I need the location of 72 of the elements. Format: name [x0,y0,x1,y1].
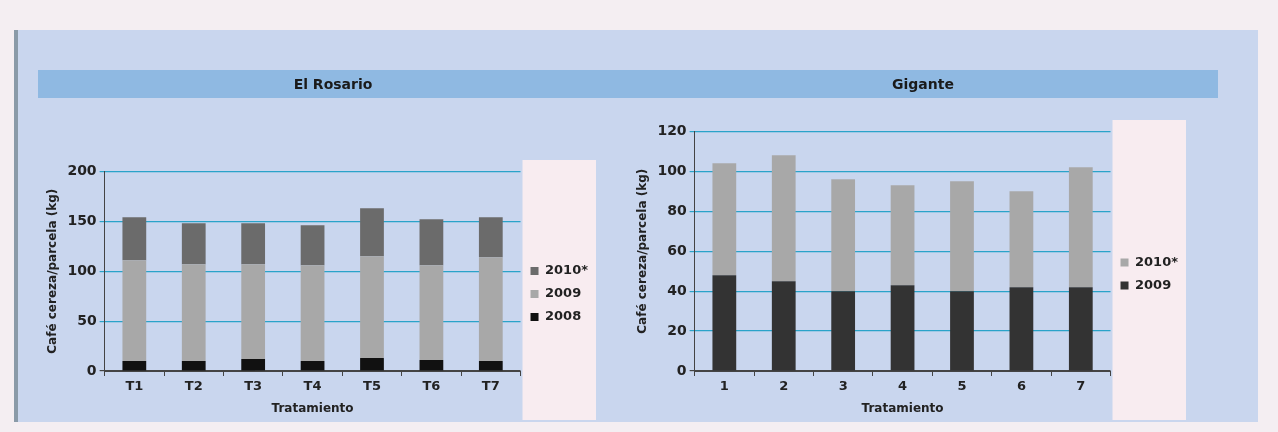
x-tick-label: 7 [1076,378,1086,394]
y-tick-label: 0 [676,361,687,378]
y-tick-label: 200 [67,162,97,179]
bar [360,358,384,371]
x-tick-label: T6 [422,378,441,394]
x-tick-label: 4 [898,378,908,394]
bar [360,256,384,359]
y-tick-label: 150 [67,211,97,228]
x-tick-label: 1 [719,378,729,394]
bar [181,223,206,265]
y-tick-label: 100 [657,161,687,178]
bar [478,217,503,258]
bar [1068,167,1093,288]
bar [181,264,206,362]
x-tick-label: 2 [779,378,789,394]
y-tick-label: 0 [86,361,97,378]
x-tick-label: 6 [1016,378,1026,394]
bar [419,265,444,361]
bar [241,264,266,360]
chart-title: El Rosario [38,70,628,98]
y-tick-label: 120 [657,122,687,139]
bar [300,265,325,362]
y-tick-label: 40 [667,281,687,298]
bar [478,361,503,371]
legend-label: 2010* [1135,253,1179,269]
bar [1068,287,1093,371]
y-tick-label: 80 [667,201,687,218]
bar [300,361,325,371]
bar [1009,287,1034,371]
chart-title: Gigante [628,70,1218,98]
bar [122,260,147,362]
bar [360,208,384,257]
bar [890,185,915,286]
bar [771,155,796,282]
y-tick-label: 100 [67,261,97,278]
y-tick-label: 50 [77,311,97,328]
bar [1009,191,1034,288]
x-tick-label: T1 [125,378,144,394]
y-axis-title: Café cereza/parcela (kg) [45,188,60,354]
bar [950,181,974,292]
bar [478,257,503,362]
y-tick-label: 60 [667,241,687,258]
bar [122,217,147,261]
legend-label: 2009 [1135,276,1172,292]
x-tick-label: T2 [184,378,203,394]
bar [712,275,737,371]
bar [241,359,266,371]
legend-label: 2009 [545,285,582,301]
x-tick-label: 5 [957,378,967,394]
x-axis-title: Tratamiento [861,400,944,415]
bar [831,179,856,292]
bar [890,285,915,371]
legend-label: 2008 [545,308,582,324]
bar [122,361,147,371]
x-tick-label: T5 [363,378,381,394]
bar [241,223,266,265]
x-axis-title: Tratamiento [271,400,354,415]
bar [950,291,974,371]
bar [712,163,737,276]
bar [181,361,206,371]
x-tick-label: 3 [838,378,848,394]
bar [831,291,856,371]
x-tick-label: T3 [244,378,263,394]
x-tick-label: T4 [303,378,322,394]
legend-label: 2010* [545,262,589,278]
bar [419,360,444,371]
x-tick-label: T7 [481,378,500,394]
bar [300,225,325,266]
y-axis-title: Café cereza/parcela (kg) [635,168,650,334]
bar [419,219,444,266]
y-tick-label: 20 [667,321,687,338]
bar [771,281,796,371]
